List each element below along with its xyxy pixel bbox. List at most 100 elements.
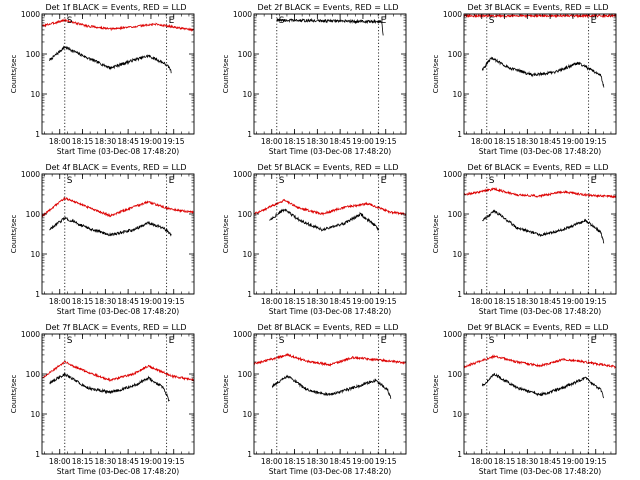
x-tick-label: 18:00: [261, 457, 283, 466]
x-axis-label: Start Time (03-Dec-08 17:48:20): [269, 467, 391, 476]
plot-frame: [463, 333, 617, 455]
events-series-line: [481, 372, 605, 399]
events-series-line: [268, 208, 380, 232]
y-tick-label: 100: [26, 210, 41, 219]
y-tick-label: 1000: [443, 330, 462, 339]
y-axis-label: Counts/sec: [432, 55, 440, 94]
y-tick-label: 1000: [21, 170, 40, 179]
x-tick-label: 19:00: [352, 297, 374, 306]
y-axis-label: Counts/sec: [432, 375, 440, 414]
x-axis-label: Start Time (03-Dec-08 17:48:20): [479, 307, 601, 316]
y-tick-label: 10: [452, 250, 462, 259]
x-tick-label: 19:15: [163, 137, 185, 146]
y-axis-label: Counts/sec: [10, 55, 18, 94]
marker-label-E: E: [169, 336, 175, 346]
panel-det-8: Det 8f BLACK = Events, RED = LLD S E 1 10 100…: [222, 323, 407, 476]
y-tick-label: 1000: [443, 10, 462, 19]
x-tick-label: 18:00: [471, 137, 493, 146]
events-series-line: [482, 209, 605, 244]
events-series-line: [49, 45, 172, 74]
marker-label-S: S: [489, 16, 495, 26]
x-tick-label: 18:30: [307, 297, 329, 306]
y-tick-label: 1000: [233, 170, 252, 179]
marker-label-E: E: [591, 16, 597, 26]
panel-det-2: Det 2f BLACK = Events, RED = LLD S E 1 10 100…: [222, 3, 407, 156]
marker-label-S: S: [279, 16, 285, 26]
x-tick-label: 19:15: [375, 137, 397, 146]
y-tick-label: 1000: [21, 10, 40, 19]
y-axis-label: Counts/sec: [222, 375, 230, 414]
y-tick-label: 1: [35, 450, 40, 459]
y-tick-label: 10: [452, 90, 462, 99]
x-tick-label: 18:00: [261, 297, 283, 306]
y-tick-label: 100: [238, 50, 253, 59]
y-tick-label: 100: [238, 370, 253, 379]
y-axis-label: Counts/sec: [222, 55, 230, 94]
lld-series-line: [42, 18, 194, 32]
y-axis-label: Counts/sec: [222, 215, 230, 254]
y-tick-label: 100: [238, 210, 253, 219]
x-tick-label: 18:45: [539, 457, 561, 466]
y-tick-label: 1: [35, 290, 40, 299]
y-tick-label: 1: [247, 450, 252, 459]
x-tick-label: 19:00: [140, 137, 162, 146]
marker-label-E: E: [381, 336, 387, 346]
panel-title: Det 8f BLACK = Events, RED = LLD: [257, 323, 398, 332]
x-tick-label: 18:45: [329, 457, 351, 466]
marker-label-E: E: [591, 176, 597, 186]
x-tick-label: 19:00: [352, 457, 374, 466]
panel-det-4: Det 4f BLACK = Events, RED = LLD S E 1 10 100…: [10, 163, 195, 316]
x-tick-label: 18:30: [307, 137, 329, 146]
x-tick-label: 18:15: [72, 297, 94, 306]
x-tick-label: 18:30: [95, 457, 117, 466]
y-axis-label: Counts/sec: [10, 375, 18, 414]
events-series-line: [276, 17, 384, 36]
x-tick-label: 19:15: [585, 297, 607, 306]
y-tick-label: 100: [448, 370, 463, 379]
marker-label-S: S: [67, 16, 73, 26]
y-tick-label: 100: [448, 50, 463, 59]
panel-title: Det 5f BLACK = Events, RED = LLD: [257, 163, 398, 172]
x-tick-label: 19:00: [562, 297, 584, 306]
y-axis-label: Counts/sec: [432, 215, 440, 254]
plot-frame: [41, 173, 195, 295]
x-tick-label: 18:15: [284, 297, 306, 306]
y-tick-label: 1000: [443, 170, 462, 179]
y-tick-label: 1000: [233, 10, 252, 19]
y-tick-label: 100: [26, 50, 41, 59]
x-tick-label: 19:00: [562, 137, 584, 146]
x-tick-label: 19:15: [163, 297, 185, 306]
y-tick-label: 1: [457, 130, 462, 139]
panel-title: Det 7f BLACK = Events, RED = LLD: [45, 323, 186, 332]
panel-title: Det 9f BLACK = Events, RED = LLD: [467, 323, 608, 332]
y-tick-label: 1: [457, 450, 462, 459]
y-tick-label: 1: [457, 290, 462, 299]
panel-title: Det 3f BLACK = Events, RED = LLD: [467, 3, 608, 12]
y-tick-label: 10: [30, 410, 40, 419]
panel-title: Det 1f BLACK = Events, RED = LLD: [45, 3, 186, 12]
x-axis-label: Start Time (03-Dec-08 17:48:20): [479, 467, 601, 476]
lld-series-line: [42, 360, 194, 382]
x-tick-label: 18:00: [471, 297, 493, 306]
lld-series-line: [42, 196, 194, 218]
y-tick-label: 10: [452, 410, 462, 419]
marker-label-E: E: [381, 16, 387, 26]
events-series-line: [481, 56, 605, 88]
panel-title: Det 2f BLACK = Events, RED = LLD: [257, 3, 398, 12]
x-tick-label: 18:45: [329, 137, 351, 146]
marker-label-S: S: [279, 336, 285, 346]
x-tick-label: 18:45: [539, 297, 561, 306]
plot-frame: [253, 13, 407, 135]
y-tick-label: 100: [26, 370, 41, 379]
plot-frame: [41, 13, 195, 135]
y-tick-label: 10: [242, 250, 252, 259]
x-tick-label: 18:30: [95, 297, 117, 306]
events-series-line: [49, 216, 172, 237]
panel-det-3: Det 3f BLACK = Events, RED = LLD S E 1 10 100…: [432, 3, 617, 156]
plot-frame: [41, 333, 195, 455]
x-axis-label: Start Time (03-Dec-08 17:48:20): [479, 147, 601, 156]
marker-label-E: E: [169, 16, 175, 26]
x-tick-label: 18:30: [517, 457, 539, 466]
x-tick-label: 19:00: [140, 297, 162, 306]
